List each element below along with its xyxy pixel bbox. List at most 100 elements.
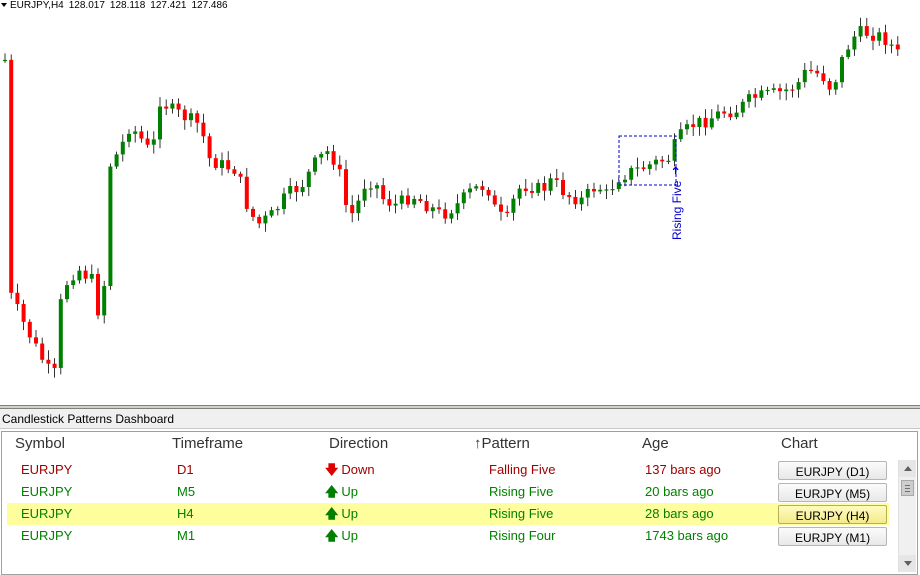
candle xyxy=(207,133,212,167)
candle xyxy=(740,98,745,118)
dashboard-row[interactable]: EURJPY M1 🡅 Up Rising Four 1743 bars ago EURJP… xyxy=(7,525,889,547)
candle xyxy=(145,130,150,148)
candle xyxy=(747,90,751,108)
column-header-pattern[interactable]: ↑Pattern xyxy=(474,435,530,452)
column-header-direction[interactable]: Direction xyxy=(329,435,389,452)
candle-body xyxy=(406,195,410,205)
chart-low: 127.421 xyxy=(150,0,187,11)
scroll-up-button[interactable] xyxy=(899,460,916,477)
candle-body xyxy=(424,200,429,212)
candle-body xyxy=(46,359,51,364)
candle xyxy=(226,151,231,174)
candle-body xyxy=(58,299,63,368)
column-header-timeframe[interactable]: Timeframe xyxy=(172,435,244,452)
candle xyxy=(170,98,175,114)
candle-body xyxy=(282,193,286,210)
candle-body xyxy=(480,186,485,190)
candle xyxy=(139,125,144,143)
candle-body xyxy=(263,215,268,224)
candle-body xyxy=(883,32,888,45)
scroll-up-icon xyxy=(904,466,912,471)
candle-body xyxy=(145,138,150,145)
candle xyxy=(771,83,776,93)
candle-body xyxy=(833,82,838,90)
candle xyxy=(375,182,379,199)
candle-body xyxy=(523,188,528,192)
row-pattern: Rising Five xyxy=(489,484,554,499)
candle-body xyxy=(34,337,38,344)
dashboard-row[interactable]: EURJPY M5 🡅 Up Rising Five 20 bars ago EURJPY … xyxy=(7,481,889,503)
vertical-scrollbar[interactable] xyxy=(898,460,916,572)
open-chart-button[interactable]: EURJPY (H4) xyxy=(778,505,887,524)
candle xyxy=(895,36,900,56)
candle xyxy=(244,167,249,213)
candle-body xyxy=(709,118,714,128)
candle xyxy=(232,165,237,177)
candle-body xyxy=(654,159,658,165)
dashboard-row[interactable]: EURJPY H4 🡅 Up Rising Five 28 bars ago EURJPY … xyxy=(7,503,889,525)
row-direction-label: Down xyxy=(341,462,375,477)
row-direction-label: Up xyxy=(341,528,358,543)
candle-body xyxy=(796,82,801,90)
candle xyxy=(505,205,510,218)
candle-body xyxy=(288,185,293,194)
candle-body xyxy=(238,173,243,177)
candle xyxy=(96,268,100,320)
open-chart-button[interactable]: EURJPY (M1) xyxy=(778,527,887,546)
open-chart-button[interactable]: EURJPY (D1) xyxy=(778,461,887,480)
dashboard-row[interactable]: EURJPY D1 🡇 Down Falling Five 137 bars ago EUR… xyxy=(7,459,889,481)
chart-open: 128.017 xyxy=(68,0,105,11)
candle-body xyxy=(96,273,100,316)
candle xyxy=(585,183,590,207)
candle-body xyxy=(375,185,379,189)
candle-body xyxy=(517,188,522,199)
candle xyxy=(52,358,57,378)
candle xyxy=(362,179,367,207)
candle-body xyxy=(300,187,305,193)
candle-body xyxy=(325,151,330,155)
candle-body xyxy=(226,160,231,170)
candle xyxy=(381,177,386,205)
candle-body xyxy=(542,182,547,191)
chart-menu-arrow-icon[interactable] xyxy=(1,2,7,7)
candle xyxy=(784,83,789,101)
candle-body xyxy=(864,26,869,36)
candle-body xyxy=(871,35,875,41)
candle xyxy=(765,86,770,96)
pattern-highlight-box[interactable] xyxy=(618,135,677,186)
candle xyxy=(325,146,330,161)
chart-high: 128.118 xyxy=(109,0,146,11)
candle xyxy=(697,115,702,136)
candle xyxy=(71,274,76,289)
scroll-down-button[interactable] xyxy=(899,555,916,572)
row-timeframe: H4 xyxy=(177,506,194,521)
candle-body xyxy=(158,106,162,140)
candle xyxy=(21,299,26,331)
column-header-chart[interactable]: Chart xyxy=(781,435,818,452)
candle xyxy=(393,194,398,214)
candlestick-chart[interactable]: ➜ Rising Five xyxy=(0,0,920,405)
row-pattern: Rising Four xyxy=(489,528,556,543)
row-direction: 🡇 Down xyxy=(325,459,375,481)
scrollbar-thumb[interactable] xyxy=(901,480,914,496)
column-header-age[interactable]: Age xyxy=(642,435,669,452)
candle-body xyxy=(40,343,45,360)
candle-body xyxy=(455,203,460,214)
candle-body xyxy=(616,182,621,190)
candle-body xyxy=(251,208,255,217)
candle xyxy=(300,179,305,197)
price-chart[interactable]: ➜ Rising Five EURJPY,H4 128.017 128.118 127.… xyxy=(0,0,920,405)
candle-body xyxy=(133,131,138,134)
candle-body xyxy=(499,204,503,212)
panel-splitter[interactable] xyxy=(0,405,920,409)
candle xyxy=(666,154,671,165)
candle-body xyxy=(195,113,200,123)
candle xyxy=(542,176,547,201)
candle xyxy=(449,209,454,224)
candle xyxy=(610,179,615,195)
candle xyxy=(802,62,807,88)
open-chart-button[interactable]: EURJPY (M5) xyxy=(778,483,887,502)
column-header-symbol[interactable]: Symbol xyxy=(15,435,66,452)
candle-body xyxy=(561,180,565,196)
candle xyxy=(46,350,51,374)
